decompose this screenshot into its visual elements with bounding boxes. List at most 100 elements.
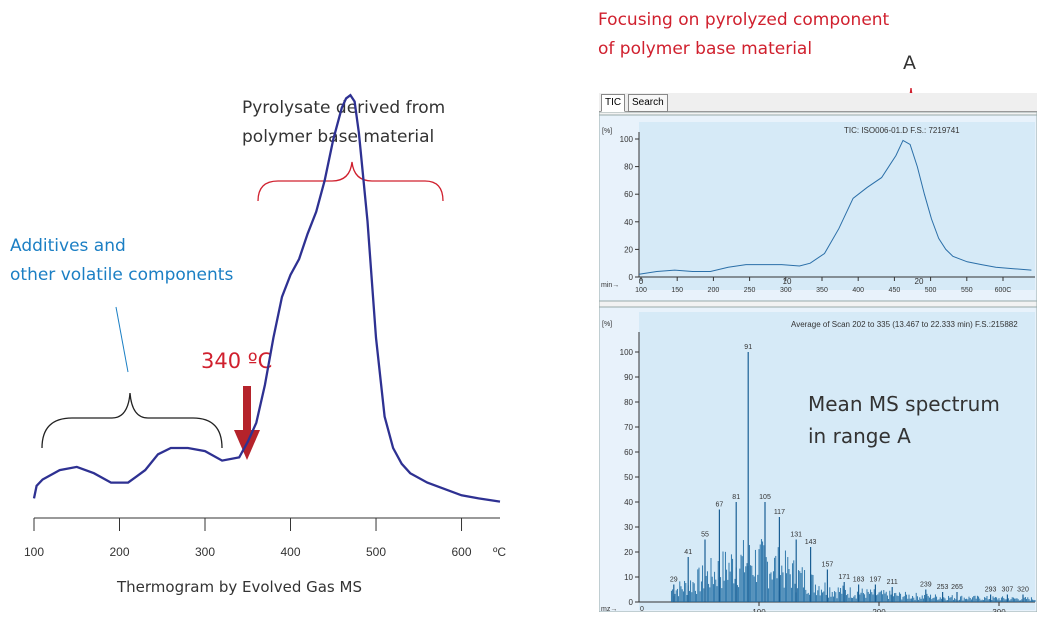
spectrum-peak-label: 131 xyxy=(790,532,802,539)
pyrolysate-bracket xyxy=(257,161,444,202)
thermogram-tick-label: 600 xyxy=(452,545,472,559)
pyrolysate-line2: polymer base material xyxy=(242,127,435,147)
spectrum-y-tick-label: 10 xyxy=(624,573,633,582)
tic-y-tick-label: 100 xyxy=(620,135,634,144)
tic-y-tick-label: 80 xyxy=(624,163,633,172)
spectrum-y-tick-label: 40 xyxy=(624,498,633,507)
tic-x-tick-label: 300 xyxy=(780,287,792,294)
additives-bracket xyxy=(41,392,223,449)
tic-min-tick-label: 10 xyxy=(783,277,792,286)
right-heading-line2: of polymer base material xyxy=(598,39,813,59)
tic-y-tick-label: 0 xyxy=(629,273,634,282)
tic-x-ticks: 100 150 200 250 300 350 400 450 500 550 600C 0 10 20 xyxy=(635,277,1011,294)
thermogram-tick-label: 500 xyxy=(366,545,386,559)
spectrum-peak-label: 81 xyxy=(732,494,740,501)
tic-x-tick-label: 200 xyxy=(708,287,720,294)
spectrum-peak-label: 265 xyxy=(951,584,963,591)
spectrum-peak-label: 307 xyxy=(1002,587,1014,594)
spectrum-title: Average of Scan 202 to 335 (13.467 to 22… xyxy=(791,320,1018,329)
spectrum-y-tick-label: 20 xyxy=(624,548,633,557)
tic-min-tick-label: 20 xyxy=(915,277,924,286)
thermogram-tick-label: 400 xyxy=(280,545,300,559)
spectrum-y-tick-label: 30 xyxy=(624,523,633,532)
spectrum-y-tick-label: 90 xyxy=(624,373,633,382)
spectrum-peak-label: 67 xyxy=(716,502,724,509)
spectrum-peak-label: 91 xyxy=(744,344,752,351)
spectrum-y-tick-label: 70 xyxy=(624,423,633,432)
additives-pointer-line xyxy=(115,306,129,373)
thermogram-tick-label: 200 xyxy=(109,545,129,559)
spectrum-peak-label: 29 xyxy=(670,577,678,584)
tab-tic[interactable]: TIC xyxy=(601,94,626,112)
spectrum-ylabel: [%] xyxy=(602,321,612,328)
thermogram-xlabel: Thermogram by Evolved Gas MS xyxy=(117,578,362,596)
spectrum-y-tick-label: 50 xyxy=(624,473,633,482)
spectrum-peak-label: 183 xyxy=(853,577,865,584)
spectrum-peak-label: 143 xyxy=(805,539,817,546)
tic-title: TIC: ISO006-01.D F.S.: 7219741 xyxy=(844,126,960,135)
spectrum-x-tick-label: 100 xyxy=(752,608,766,612)
additives-line2: other volatile components xyxy=(10,265,234,285)
thermogram-curve xyxy=(32,93,501,503)
tic-ylabel: [%] xyxy=(602,128,612,135)
tic-min-tick-label: 0 xyxy=(639,277,644,286)
tic-x-tick-label: 100 xyxy=(635,287,647,294)
tab-search[interactable]: Search xyxy=(628,94,668,112)
temp-marker-label: 340 ºC xyxy=(201,349,273,373)
tic-x-tick-label: 600C xyxy=(995,287,1012,294)
tic-x-tick-label: 350 xyxy=(816,287,828,294)
pyrolysate-label: Pyrolysate derived from polymer base mat… xyxy=(242,94,445,152)
thermogram-tick-label: 100 xyxy=(24,545,44,559)
spectrum-x-tick-label: 300 xyxy=(992,608,1006,612)
spectrum-peak-label: 105 xyxy=(759,494,771,501)
tic-y-tick-label: 20 xyxy=(624,245,633,254)
spectrum-peak-label: 320 xyxy=(1017,587,1029,594)
spectrum-annotation-line2: in range A xyxy=(808,424,911,448)
thermogram-tick-label: 300 xyxy=(195,545,215,559)
spectrum-panel: [%] Average of Scan 202 to 335 (13.467 t… xyxy=(599,306,1037,612)
spectrum-y-ticks: 0 10 20 30 40 50 60 70 80 90 100 xyxy=(620,348,639,607)
spectrum-peak-label: 41 xyxy=(684,549,692,556)
spectrum-x-ticks: 0 100 200 300 xyxy=(640,602,1006,612)
spectrum-peak-label: 253 xyxy=(937,584,949,591)
additives-line1: Additives and xyxy=(10,236,126,256)
spectrum-peak-label: 239 xyxy=(920,582,932,589)
tic-x-tick-label: 450 xyxy=(889,287,901,294)
thermogram-unit: ºC xyxy=(493,545,506,559)
tic-y-tick-label: 60 xyxy=(624,190,633,199)
right-heading: Focusing on pyrolyzed component of polym… xyxy=(598,6,889,64)
additives-label: Additives and other volatile components xyxy=(10,232,233,290)
gcms-window: [%] TIC: ISO006-01.D F.S.: 7219741 0 20 40… xyxy=(599,112,1037,612)
spectrum-peak-label: 211 xyxy=(887,579,898,586)
right-heading-line1: Focusing on pyrolyzed component xyxy=(598,10,890,30)
tab-bar: TIC Search xyxy=(599,93,1037,112)
tic-min-label: min→ xyxy=(601,282,619,289)
spectrum-peak-label: 55 xyxy=(701,532,709,539)
thermogram-chart: 100 200 300 400 500 600 ºC xyxy=(24,93,506,559)
spectrum-annotation-line1: Mean MS spectrum xyxy=(808,392,1000,416)
thermogram-ticks: 100 200 300 400 500 600 xyxy=(24,518,472,559)
tic-y-tick-label: 40 xyxy=(624,218,633,227)
spectrum-peak-label: 197 xyxy=(870,577,882,584)
spectrum-mz-label: mz→ xyxy=(601,606,617,612)
pyrolysate-line1: Pyrolysate derived from xyxy=(242,98,446,118)
range-a-label: A xyxy=(903,52,916,74)
tic-y-ticks: 0 20 40 60 80 100 xyxy=(620,135,639,282)
tic-x-tick-label: 150 xyxy=(671,287,683,294)
spectrum-peak-label: 293 xyxy=(985,587,997,594)
spectrum-x-tick-label: 200 xyxy=(872,608,886,612)
spectrum-x-tick-label: 0 xyxy=(640,606,644,612)
tic-x-tick-label: 550 xyxy=(961,287,973,294)
spectrum-y-tick-label: 60 xyxy=(624,448,633,457)
tic-curve xyxy=(638,139,1032,275)
spectrum-y-tick-label: 0 xyxy=(629,598,634,607)
spectrum-annotation: Mean MS spectrum in range A xyxy=(808,388,1000,452)
tic-panel: [%] TIC: ISO006-01.D F.S.: 7219741 0 20 40… xyxy=(599,114,1037,302)
spectrum-y-tick-label: 80 xyxy=(624,398,633,407)
spectrum-y-tick-label: 100 xyxy=(620,348,634,357)
spectrum-peak-label: 157 xyxy=(822,562,834,569)
spectrum-peak-label: 171 xyxy=(838,574,850,581)
spectrum-peak-label: 117 xyxy=(774,509,785,516)
tic-x-tick-label: 500 xyxy=(925,287,937,294)
